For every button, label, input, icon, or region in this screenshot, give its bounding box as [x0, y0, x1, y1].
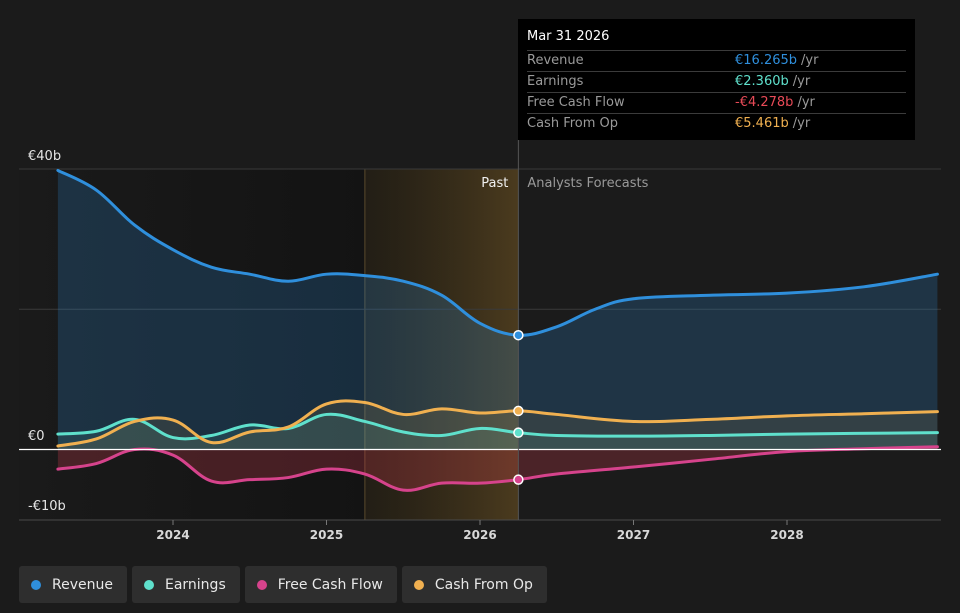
forecast-label: Analysts Forecasts: [527, 176, 648, 191]
revenue-area: [57, 170, 938, 450]
cash-from-op-dot-icon: [413, 579, 424, 590]
x-tick-label: 2024: [156, 528, 189, 542]
x-tick-label: 2025: [310, 528, 343, 542]
cash-from-op-marker: [513, 405, 524, 417]
legend: Revenue Earnings Free Cash Flow Cash Fro…: [19, 566, 547, 603]
free-cash-flow-dot-icon: [256, 579, 267, 590]
legend-label: Earnings: [164, 576, 226, 593]
revenue-dot-icon: [31, 579, 41, 590]
tooltip-label: Free Cash Flow: [527, 95, 625, 110]
tooltip-row-earnings: Earnings €2.360b /yr: [527, 71, 906, 92]
tooltip-unit: /yr: [797, 95, 815, 110]
tooltip-value: €2.360b: [735, 74, 789, 89]
x-tick-label: 2026: [463, 528, 496, 542]
tooltip-value: €5.461b: [735, 116, 789, 131]
revenue-line: [56, 168, 939, 337]
x-tick-label: 2027: [617, 528, 650, 542]
earnings-area: [57, 414, 938, 450]
free-cash-flow-marker: [513, 474, 524, 485]
tooltip-label: Earnings: [527, 74, 584, 89]
tooltip-row-revenue: Revenue €16.265b /yr: [527, 50, 906, 71]
tooltip-label: Cash From Op: [527, 116, 619, 131]
y-tick-label: €0: [28, 429, 45, 444]
tooltip-row-free-cash-flow: Free Cash Flow -€4.278b /yr: [527, 92, 906, 113]
tooltip-unit: /yr: [792, 74, 811, 89]
legend-item-earnings[interactable]: Earnings: [131, 566, 240, 603]
tooltip-row-cash-from-op: Cash From Op €5.461b /yr: [527, 113, 906, 134]
y-tick-label: -€10b: [28, 499, 66, 514]
tooltip-value: -€4.278b: [735, 95, 794, 110]
past-label: Past: [481, 176, 508, 191]
x-tick-label: 2028: [770, 528, 803, 542]
earnings-line: [56, 412, 939, 441]
tooltip-label: Revenue: [527, 53, 584, 68]
earnings-dot-icon: [143, 579, 154, 590]
legend-label: Cash From Op: [434, 576, 533, 593]
highlight-region: [364, 169, 519, 520]
legend-item-revenue[interactable]: Revenue: [19, 566, 127, 603]
legend-item-free-cash-flow[interactable]: Free Cash Flow: [244, 566, 397, 603]
tooltip-value: €16.265b: [735, 53, 798, 68]
free-cash-flow-line: [56, 445, 939, 492]
earnings-marker: [513, 427, 524, 438]
legend-label: Revenue: [52, 576, 113, 593]
legend-item-cash-from-op[interactable]: Cash From Op: [401, 566, 547, 603]
y-tick-label: €40b: [28, 149, 61, 164]
tooltip-unit: /yr: [801, 53, 819, 68]
cash-from-op-area: [57, 400, 938, 450]
cash-from-op-line: [56, 399, 939, 448]
tooltip: Mar 31 2026 Revenue €16.265b /yr Earning…: [518, 19, 915, 140]
chart: 2024 2025 2026 2027 2028 €40b €0 -€10b Past Analy…: [19, 140, 941, 542]
tooltip-date: Mar 31 2026: [527, 29, 610, 44]
legend-label: Free Cash Flow: [277, 576, 383, 593]
revenue-marker: [513, 329, 524, 341]
tooltip-unit: /yr: [792, 116, 811, 131]
